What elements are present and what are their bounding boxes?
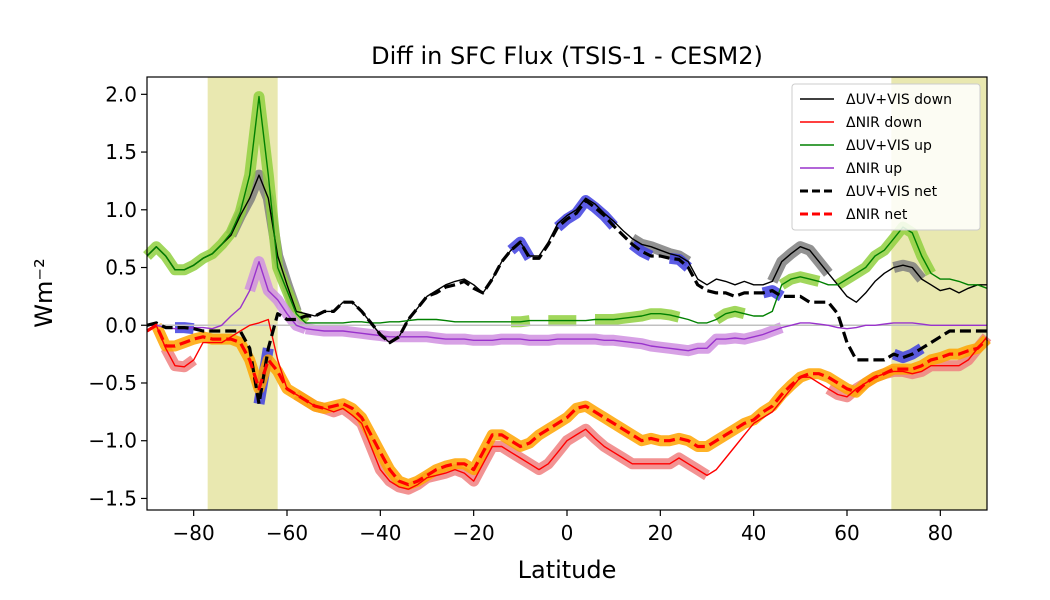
x-tick-label-2: −40	[359, 521, 401, 545]
y-tick-label-3: 0.0	[105, 313, 137, 337]
x-tick-label-7: 60	[834, 521, 859, 545]
x-tick-label-6: 40	[741, 521, 766, 545]
legend-label-4: ΔUV+VIS net	[846, 184, 938, 200]
series-line-5	[146, 323, 989, 487]
legend-box	[791, 83, 981, 231]
x-tick-label-8: 80	[928, 521, 953, 545]
y-tick-label-7: 2.0	[105, 82, 137, 106]
series-lines	[146, 95, 989, 490]
legend-label-1: ΔNIR down	[846, 115, 922, 131]
x-ticks: −80 −60 −40 −20 0 20 40 60 80	[173, 510, 953, 545]
y-tick-label-5: 1.0	[105, 198, 137, 222]
y-tick-label-6: 1.5	[105, 140, 137, 164]
x-tick-label-4: 0	[561, 521, 574, 545]
legend-label-3: ΔNIR up	[846, 161, 902, 177]
series-line-4	[146, 198, 987, 406]
x-tick-label-5: 20	[648, 521, 673, 545]
x-tick-label-1: −60	[266, 521, 308, 545]
series-line-0	[146, 174, 987, 344]
legend-label-5: ΔNIR net	[846, 207, 908, 223]
chart-title: Diff in SFC Flux (TSIS-1 - CESM2)	[371, 42, 763, 70]
y-tick-label-0: −1.5	[88, 486, 137, 510]
x-axis-label: Latitude	[518, 556, 617, 584]
y-tick-label-4: 0.5	[105, 256, 137, 280]
legend-label-2: ΔUV+VIS up	[846, 138, 932, 154]
x-tick-label-3: −20	[453, 521, 495, 545]
y-tick-label-1: −1.0	[88, 429, 137, 453]
series-line-2	[146, 95, 988, 324]
series-line-3	[147, 261, 987, 352]
legend: ΔUV+VIS down ΔNIR down ΔUV+VIS up ΔNIR up ΔU…	[791, 83, 981, 231]
y-axis-label: Wm⁻²	[30, 258, 58, 327]
legend-label-0: ΔUV+VIS down	[846, 92, 952, 108]
y-ticks: −1.5 −1.0 −0.5 0.0 0.5 1.0 1.5 2.0	[88, 82, 147, 510]
x-tick-label-0: −80	[173, 521, 215, 545]
y-tick-label-2: −0.5	[88, 371, 137, 395]
